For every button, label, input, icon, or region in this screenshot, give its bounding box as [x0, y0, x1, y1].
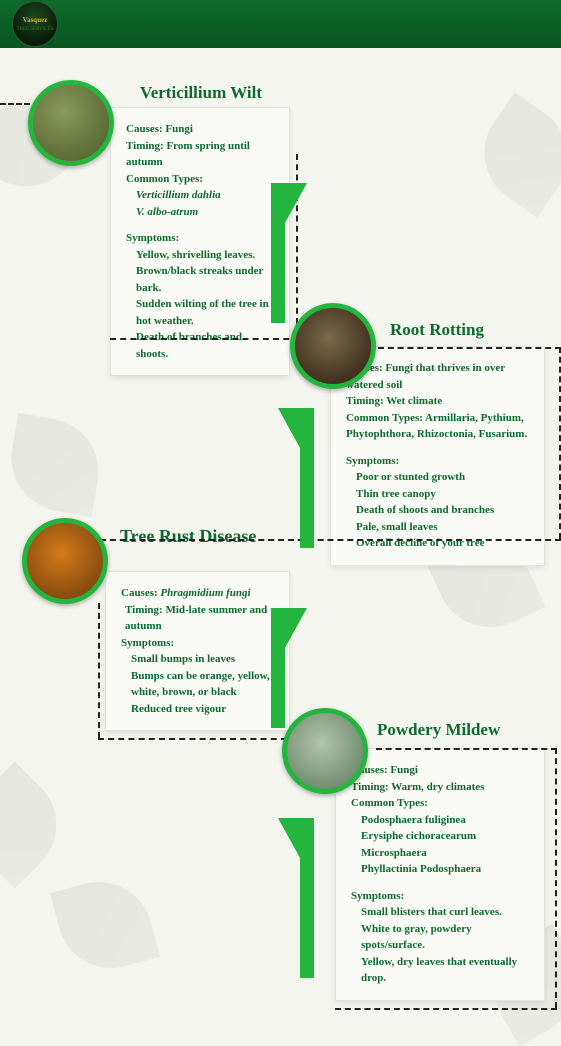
- type-item: Microsphaera: [351, 845, 531, 862]
- causes-line: Causes: Fungi: [351, 762, 531, 779]
- timing-line: Timing: Warm, dry climates: [351, 779, 531, 796]
- card-image-mildew: [282, 708, 368, 794]
- symptom-item: Bumps can be orange, yellow, white, brow…: [121, 668, 276, 701]
- header-bar: Vasquez TREE SERVICES: [0, 0, 561, 48]
- green-accent: [271, 183, 285, 323]
- green-accent: [271, 608, 285, 728]
- causes-line: Causes: Phragmidium fungi: [121, 585, 276, 602]
- disease-card-rust: Tree Rust Disease Causes: Phragmidium fu…: [105, 526, 380, 731]
- symptom-item: White to gray, powdery spots/surface.: [351, 921, 531, 954]
- symptom-item: Yellow, dry leaves that eventually drop.: [351, 954, 531, 987]
- symptom-item: Poor or stunted growth: [346, 469, 531, 486]
- card-dash-edge: [98, 603, 100, 738]
- symptom-item: Death of shoots and branches: [346, 502, 531, 519]
- green-accent: [300, 818, 314, 978]
- symptom-item: Yellow, shrivelling leaves.: [126, 247, 276, 264]
- card-title: Verticillium Wilt: [110, 83, 385, 103]
- symptom-item: Brown/black streaks under bark.: [126, 263, 276, 296]
- common-types-label: Common Types:: [351, 795, 531, 812]
- brand-name-top: Vasquez: [23, 17, 48, 24]
- connector-dash: [0, 103, 30, 105]
- brand-name-bottom: TREE SERVICES: [17, 27, 54, 32]
- brand-logo: Vasquez TREE SERVICES: [12, 1, 58, 47]
- type-item: Erysiphe cichoracearum: [351, 828, 531, 845]
- common-types-inline: Common Types: Armillaria, Pythium, Phyto…: [346, 410, 531, 443]
- card-title: Powdery Mildew: [335, 720, 555, 740]
- card-dash-edge: [335, 1008, 557, 1010]
- causes-line: Causes: Fungi that thrives in over water…: [346, 360, 531, 393]
- symptom-item: Death of branches and shoots.: [126, 329, 276, 362]
- connector-dash: [100, 539, 561, 541]
- disease-card-mildew: Powdery Mildew Causes: Fungi Timing: War…: [335, 720, 555, 1001]
- connector-dash: [376, 748, 557, 750]
- type-item: Podosphaera fuliginea: [351, 812, 531, 829]
- card-title: Tree Rust Disease: [105, 526, 380, 547]
- card-image-verticillium: [28, 80, 114, 166]
- timing-line: Timing: Mid-late summer and autumn: [121, 602, 276, 635]
- timing-line: Timing: Wet climate: [346, 393, 531, 410]
- card-image-rootrot: [290, 303, 376, 389]
- green-accent: [300, 408, 314, 548]
- common-types-label: Common Types:: [126, 171, 276, 188]
- symptom-item: Thin tree canopy: [346, 486, 531, 503]
- type-item: Phyllactinia Podosphaera: [351, 861, 531, 878]
- symptom-item: Sudden wilting of the tree in hot weathe…: [126, 296, 276, 329]
- connector-dash: [378, 347, 561, 349]
- symptoms-label: Symptoms:: [351, 888, 531, 905]
- symptom-item: Small bumps in leaves: [121, 651, 276, 668]
- symptom-item: Small blisters that curl leaves.: [351, 904, 531, 921]
- symptom-item: Reduced tree vigour: [121, 701, 276, 718]
- type-item: Verticillium dahlia: [126, 187, 276, 204]
- card-dash-edge: [555, 748, 557, 1008]
- causes-line: Causes: Fungi: [126, 121, 276, 138]
- symptoms-label: Symptoms:: [126, 230, 276, 247]
- symptoms-label: Symptoms:: [346, 453, 531, 470]
- timing-line: Timing: From spring until autumn: [126, 138, 276, 171]
- symptoms-label: Symptoms:: [121, 635, 276, 652]
- type-item: V. albo-atrum: [126, 204, 276, 221]
- card-image-rust: [22, 518, 108, 604]
